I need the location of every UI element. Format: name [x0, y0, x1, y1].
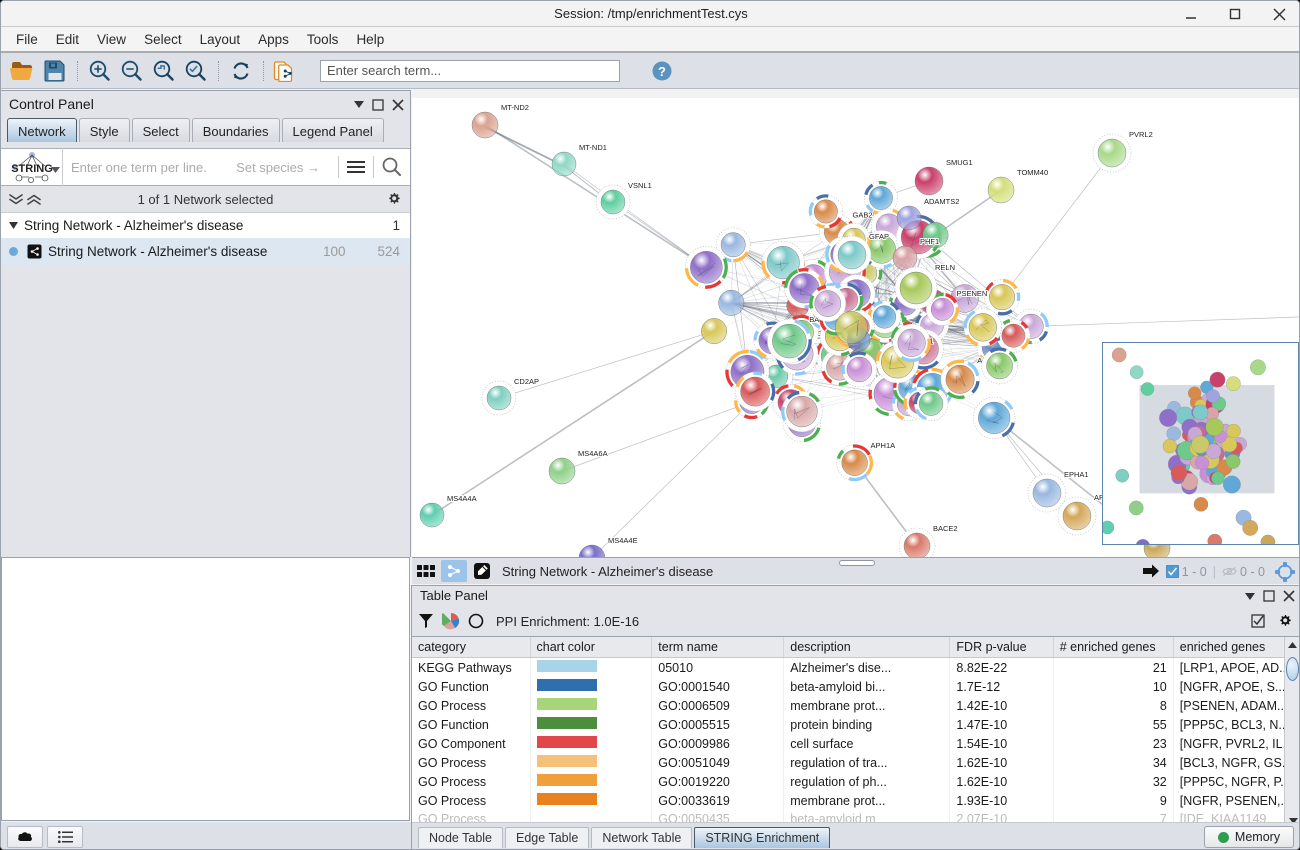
svg-text:GFAP: GFAP	[869, 232, 889, 241]
svg-text:TOMM40: TOMM40	[1017, 168, 1048, 177]
svg-text:BACE2: BACE2	[933, 524, 958, 533]
svg-text:VSNL1: VSNL1	[628, 181, 652, 190]
svg-text:?: ?	[658, 64, 666, 79]
svg-text:MT-ND1: MT-ND1	[579, 143, 607, 152]
svg-text:STRING: STRING	[11, 163, 53, 175]
svg-text:SMUG1: SMUG1	[946, 158, 973, 167]
svg-text:MS4A6A: MS4A6A	[578, 449, 608, 458]
svg-text:EPHA1: EPHA1	[1064, 470, 1089, 479]
svg-text:MS4A4E: MS4A4E	[608, 536, 638, 545]
svg-text:APH1A: APH1A	[871, 441, 896, 450]
svg-text:RELN: RELN	[935, 263, 955, 272]
svg-text:GAB2: GAB2	[853, 210, 873, 219]
svg-text:PHF1: PHF1	[920, 237, 939, 246]
svg-text:MS4A4A: MS4A4A	[447, 494, 477, 503]
svg-text:ADAMTS2: ADAMTS2	[924, 197, 959, 206]
svg-text:CD2AP: CD2AP	[514, 377, 539, 386]
svg-text:PVRL2: PVRL2	[1129, 130, 1153, 139]
svg-text:PSENEN: PSENEN	[956, 289, 987, 298]
svg-text:MT-ND2: MT-ND2	[501, 103, 529, 112]
